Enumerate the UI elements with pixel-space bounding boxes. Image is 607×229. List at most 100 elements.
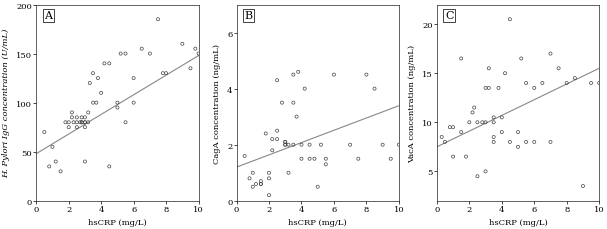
Point bbox=[461, 155, 471, 159]
Point bbox=[300, 87, 310, 91]
Point bbox=[177, 43, 187, 46]
Point bbox=[456, 131, 466, 134]
Point bbox=[445, 126, 455, 129]
Point bbox=[489, 136, 498, 139]
Point bbox=[497, 116, 507, 120]
Point bbox=[194, 52, 203, 56]
Point bbox=[280, 143, 290, 147]
Point bbox=[521, 140, 531, 144]
Point bbox=[121, 52, 131, 56]
Point bbox=[72, 121, 82, 125]
Point bbox=[378, 143, 387, 147]
Point bbox=[489, 116, 498, 120]
Point bbox=[77, 116, 87, 120]
Point bbox=[77, 121, 87, 125]
Point bbox=[61, 121, 70, 125]
X-axis label: hsCRP (mg/L): hsCRP (mg/L) bbox=[88, 218, 147, 226]
Point bbox=[248, 185, 257, 189]
Point bbox=[256, 180, 266, 183]
Point bbox=[570, 77, 580, 81]
Point bbox=[268, 138, 277, 141]
Point bbox=[121, 121, 131, 125]
Point bbox=[546, 140, 555, 144]
Point bbox=[489, 140, 498, 144]
Point bbox=[500, 72, 510, 76]
Point bbox=[104, 62, 114, 66]
Point bbox=[481, 87, 490, 90]
Point bbox=[47, 145, 57, 149]
Point bbox=[297, 157, 307, 161]
Point bbox=[362, 74, 371, 77]
Point bbox=[129, 77, 138, 81]
Point bbox=[505, 140, 515, 144]
Text: C: C bbox=[445, 11, 453, 21]
Point bbox=[305, 143, 314, 147]
Point bbox=[85, 82, 95, 85]
Point bbox=[268, 149, 277, 153]
Y-axis label: H. Pylori IgG concentration (U/mL): H. Pylori IgG concentration (U/mL) bbox=[2, 29, 10, 177]
Point bbox=[473, 175, 483, 178]
Text: B: B bbox=[245, 11, 253, 21]
Point bbox=[97, 92, 106, 95]
Point bbox=[497, 131, 507, 134]
Point bbox=[297, 143, 307, 147]
Point bbox=[248, 171, 257, 175]
Point bbox=[273, 79, 282, 83]
Point bbox=[578, 184, 588, 188]
Point bbox=[310, 157, 319, 161]
Point bbox=[468, 111, 478, 115]
Point bbox=[80, 160, 90, 164]
Point bbox=[186, 67, 195, 71]
Point bbox=[505, 18, 515, 22]
Point bbox=[92, 101, 101, 105]
Point bbox=[112, 106, 122, 110]
Point bbox=[104, 165, 114, 169]
Point bbox=[69, 121, 78, 125]
Point bbox=[80, 121, 90, 125]
Point bbox=[67, 116, 77, 120]
Point bbox=[64, 126, 73, 129]
Text: A: A bbox=[44, 11, 52, 21]
Point bbox=[345, 143, 355, 147]
Point bbox=[277, 101, 287, 105]
Point bbox=[273, 138, 282, 141]
Point bbox=[88, 101, 98, 105]
Point bbox=[280, 140, 290, 144]
Point bbox=[93, 77, 103, 81]
Point bbox=[493, 87, 503, 90]
Point bbox=[77, 121, 87, 125]
Point bbox=[72, 116, 82, 120]
Point bbox=[288, 101, 298, 105]
Point bbox=[517, 57, 526, 61]
Point bbox=[44, 165, 54, 169]
X-axis label: hsCRP (mg/L): hsCRP (mg/L) bbox=[489, 218, 548, 226]
Point bbox=[370, 87, 379, 91]
Point bbox=[481, 170, 490, 173]
Point bbox=[251, 182, 261, 186]
Point bbox=[264, 171, 274, 175]
Point bbox=[83, 111, 93, 115]
Point bbox=[329, 74, 339, 77]
Point bbox=[521, 82, 531, 85]
Point bbox=[469, 106, 479, 110]
Point bbox=[484, 87, 493, 90]
Point bbox=[481, 121, 490, 125]
Y-axis label: CagA concentration (ng/mL): CagA concentration (ng/mL) bbox=[213, 44, 222, 163]
Y-axis label: VacA concentration (ng/mL): VacA concentration (ng/mL) bbox=[409, 44, 416, 162]
Point bbox=[478, 121, 487, 125]
Point bbox=[245, 177, 254, 180]
Point bbox=[440, 140, 450, 144]
Point bbox=[153, 18, 163, 22]
Point bbox=[158, 72, 168, 76]
Point bbox=[56, 170, 66, 173]
Point bbox=[72, 126, 82, 129]
Point bbox=[256, 182, 266, 186]
Point bbox=[305, 157, 314, 161]
Point bbox=[313, 185, 322, 189]
Point bbox=[437, 136, 447, 139]
Point bbox=[161, 72, 171, 76]
Point bbox=[489, 121, 498, 125]
Point bbox=[353, 157, 363, 161]
Point bbox=[283, 143, 293, 147]
Point bbox=[129, 101, 138, 105]
